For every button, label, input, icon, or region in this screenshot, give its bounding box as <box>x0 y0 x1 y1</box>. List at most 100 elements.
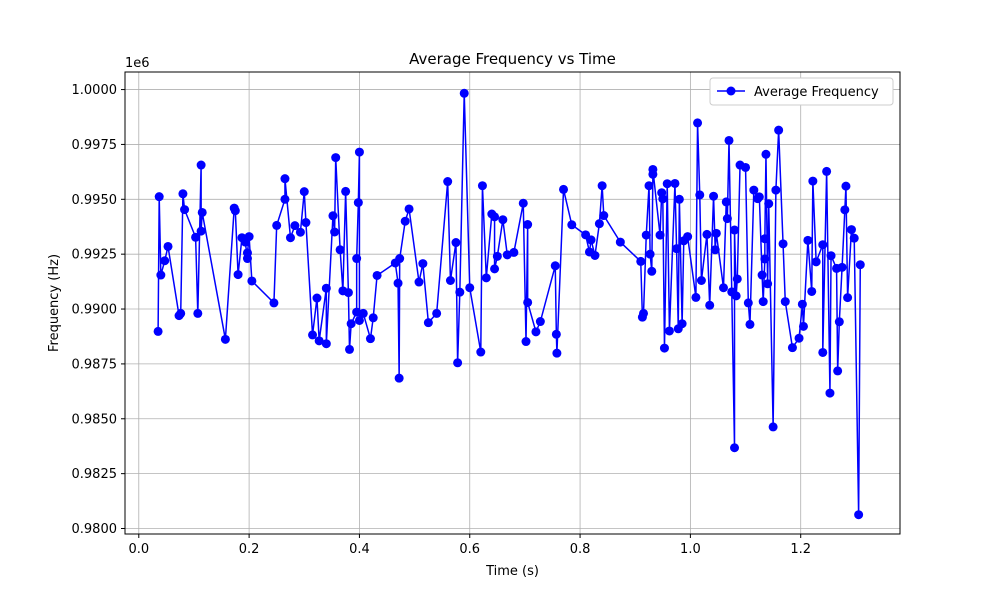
data-point <box>757 270 767 280</box>
data-point <box>372 270 382 280</box>
data-point <box>154 192 164 202</box>
data-point <box>749 185 759 195</box>
data-point <box>552 348 562 358</box>
data-point <box>400 216 410 226</box>
x-tick-label: 0.2 <box>239 542 260 557</box>
data-point <box>826 251 836 261</box>
data-point <box>696 276 706 285</box>
data-point <box>358 308 368 318</box>
data-point <box>645 249 655 259</box>
data-point <box>163 241 173 251</box>
data-point <box>722 214 732 224</box>
data-point <box>641 230 651 240</box>
data-point <box>807 286 817 296</box>
data-point <box>683 232 693 242</box>
x-axis: 0.0 0.2 0.4 0.6 0.8 1.0 1.2 <box>128 534 811 557</box>
x-tick-label: 0.0 <box>128 542 149 557</box>
data-point <box>365 334 375 344</box>
data-point <box>711 228 721 238</box>
data-point <box>346 319 356 329</box>
data-point <box>368 313 378 323</box>
data-point <box>730 225 740 235</box>
data-point <box>677 319 687 329</box>
data-point <box>803 235 813 245</box>
data-point <box>834 317 844 327</box>
data-point <box>705 300 715 310</box>
data-point <box>353 198 363 208</box>
data-point <box>295 227 305 237</box>
x-tick-label: 0.6 <box>459 542 480 557</box>
data-point <box>721 197 731 207</box>
data-point <box>393 278 403 288</box>
data-point <box>418 259 428 269</box>
legend-marker <box>726 86 736 96</box>
data-point <box>599 211 609 221</box>
data-point <box>794 333 804 343</box>
data-point <box>594 219 604 229</box>
data-point <box>658 194 668 204</box>
y-tick-label: 0.9825 <box>72 467 118 482</box>
y-tick-label: 0.9950 <box>72 193 118 208</box>
data-point <box>808 176 818 186</box>
y-tick-label: 1.0000 <box>72 83 118 98</box>
data-point <box>724 135 734 145</box>
data-point <box>244 232 254 242</box>
data-point <box>477 181 487 191</box>
data-point <box>269 298 279 308</box>
data-point <box>345 344 354 354</box>
data-point <box>308 330 318 340</box>
data-point <box>321 339 331 349</box>
data-point <box>709 191 719 201</box>
data-point <box>745 319 755 329</box>
data-point <box>672 244 682 254</box>
data-point <box>531 327 541 337</box>
data-point <box>465 283 475 293</box>
series-average-frequency <box>153 88 865 520</box>
data-point <box>758 297 768 307</box>
data-point <box>695 190 705 200</box>
data-point <box>153 326 163 336</box>
data-point <box>655 230 665 240</box>
data-point <box>196 226 206 236</box>
data-point <box>535 317 545 327</box>
data-point <box>290 221 300 231</box>
data-point <box>394 373 404 383</box>
data-point <box>490 212 500 222</box>
y-offset-label: 1e6 <box>125 56 150 71</box>
data-point <box>732 274 742 284</box>
data-point <box>343 288 353 298</box>
data-point <box>754 192 764 202</box>
data-point <box>833 366 843 376</box>
data-point <box>176 308 186 318</box>
data-point <box>644 181 654 191</box>
data-point <box>818 347 828 357</box>
data-point <box>741 162 751 172</box>
data-point <box>414 277 424 287</box>
data-point <box>230 206 240 216</box>
data-point <box>404 204 414 214</box>
data-point <box>354 147 364 157</box>
data-point <box>841 181 851 191</box>
data-point <box>771 185 781 195</box>
data-point <box>846 225 856 235</box>
series-line <box>157 93 862 515</box>
data-point <box>849 233 859 243</box>
data-point <box>178 189 188 199</box>
data-point <box>299 187 309 197</box>
data-point <box>636 256 646 266</box>
data-point <box>559 184 569 194</box>
chart-title: Average Frequency vs Time <box>409 50 616 68</box>
data-point <box>341 186 351 196</box>
data-point <box>590 250 600 260</box>
data-point <box>312 293 322 303</box>
data-point <box>567 220 577 230</box>
data-point <box>731 291 741 301</box>
data-point <box>191 232 201 242</box>
data-point <box>840 205 850 215</box>
data-point <box>509 247 519 257</box>
data-point <box>335 245 345 255</box>
data-point <box>247 276 257 286</box>
data-point <box>764 199 774 209</box>
data-point <box>797 299 807 309</box>
data-point <box>521 337 531 347</box>
